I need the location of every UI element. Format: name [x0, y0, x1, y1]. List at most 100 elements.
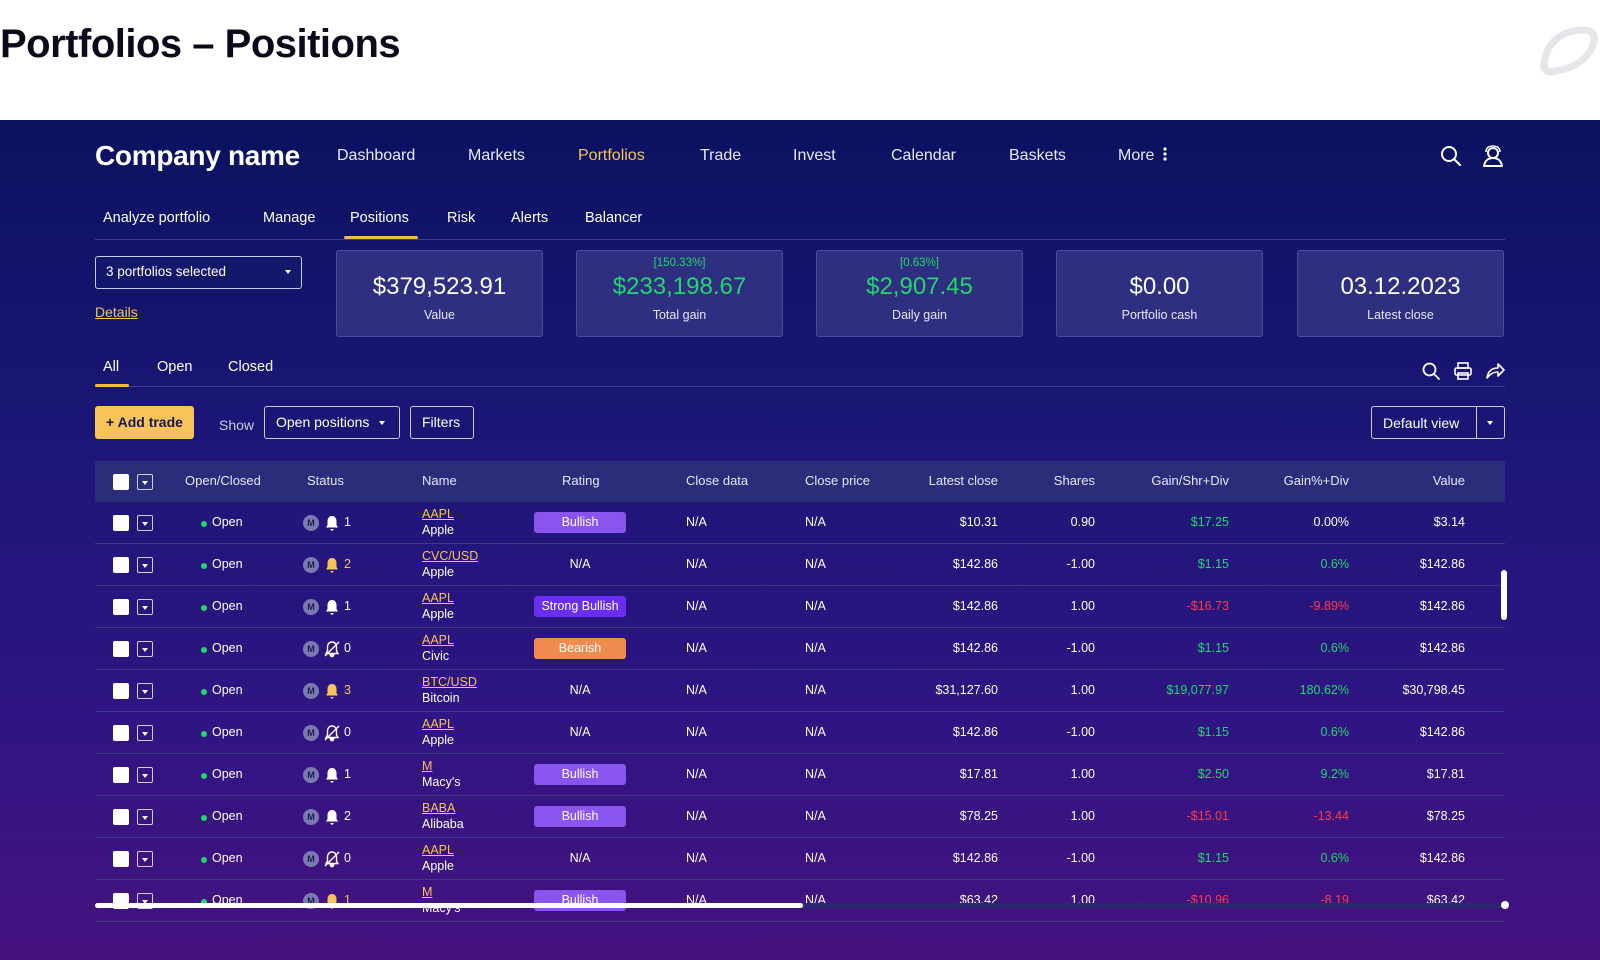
search-icon[interactable]	[1439, 144, 1463, 168]
horizontal-scrollbar[interactable]	[95, 903, 803, 908]
close-price: N/A	[805, 683, 826, 697]
filters-button[interactable]: Filters	[410, 406, 474, 439]
row-checkbox[interactable]	[113, 515, 129, 531]
portfolio-select[interactable]: 3 portfolios selected	[95, 256, 302, 289]
table-row[interactable]: Open M 0 AAPL Apple N/A N/A N/A $142.86 -1.00 $1.1…	[95, 712, 1505, 754]
row-checkbox[interactable]	[113, 767, 129, 783]
tab-open[interactable]: Open	[157, 359, 193, 375]
table-row[interactable]: Open M 2 CVC/USD Apple N/A N/A N/A $142.86 -1.00 $…	[95, 544, 1505, 586]
table-row[interactable]: Open M 1 AAPL Apple Strong Bullish N/A N/A $142.…	[95, 586, 1505, 628]
table-row[interactable]: Open M 1 AAPL Apple Bullish N/A N/A $10.31 0.90 $1…	[95, 502, 1505, 544]
nav-item-baskets[interactable]: Baskets	[1009, 147, 1066, 164]
nav-item-invest[interactable]: Invest	[793, 147, 836, 164]
ticker-link[interactable]: BABA	[422, 801, 456, 815]
show-positions-select[interactable]: Open positions	[264, 406, 400, 439]
manual-badge: M	[303, 641, 319, 657]
ticker-link[interactable]: M	[422, 885, 433, 899]
bell-icon[interactable]	[323, 682, 341, 700]
bell-off-icon[interactable]	[323, 850, 341, 868]
filter-tabs: All Open Closed	[95, 355, 1505, 387]
col-header-rating[interactable]: Rating	[562, 473, 600, 488]
row-actions-dropdown[interactable]	[137, 641, 153, 657]
row-actions-dropdown[interactable]	[137, 809, 153, 825]
ticker-link[interactable]: AAPL	[422, 507, 454, 521]
chevron-down-icon[interactable]	[1487, 421, 1493, 425]
bell-icon[interactable]	[323, 766, 341, 784]
ticker-link[interactable]: M	[422, 759, 433, 773]
col-header-gain-pct-div[interactable]: Gain%+Div	[1283, 473, 1349, 488]
nav-item-trade[interactable]: Trade	[700, 147, 742, 164]
row-checkbox[interactable]	[113, 557, 129, 573]
col-header-close-price[interactable]: Close price	[805, 473, 871, 488]
row-actions-dropdown[interactable]	[137, 767, 153, 783]
tab-analyze-portfolio[interactable]: Analyze portfolio	[103, 210, 211, 226]
row-checkbox[interactable]	[113, 641, 129, 657]
row-checkbox[interactable]	[113, 683, 129, 699]
table-row[interactable]: Open M 0 AAPL Apple N/A N/A N/A $142.86 -1.00 $1.1…	[95, 838, 1505, 880]
stat-label: Total gain	[652, 308, 707, 322]
add-trade-button[interactable]: + Add trade	[95, 406, 194, 439]
ticker-link[interactable]: BTC/USD	[422, 675, 477, 689]
col-header-open-closed[interactable]: Open/Closed	[185, 473, 261, 488]
tab-alerts[interactable]: Alerts	[511, 210, 549, 226]
col-header-name[interactable]: Name	[422, 473, 457, 488]
ticker-link[interactable]: AAPL	[422, 633, 454, 647]
table-row[interactable]: Open M 0 AAPL Civic Bearish N/A N/A $142.86 -1.00…	[95, 628, 1505, 670]
bell-off-icon[interactable]	[323, 724, 341, 742]
nav-item-markets[interactable]: Markets	[468, 147, 525, 164]
ticker-link[interactable]: CVC/USD	[422, 549, 479, 563]
details-link[interactable]: Details	[95, 304, 138, 320]
vertical-scrollbar[interactable]	[1501, 570, 1507, 620]
table-row[interactable]: Open M 1 M Macy's Bullish N/A N/A $63.42 1.00 -$10…	[95, 880, 1505, 922]
row-actions-dropdown[interactable]	[137, 851, 153, 867]
ticker-link[interactable]: AAPL	[422, 591, 454, 605]
bell-off-icon[interactable]	[323, 640, 341, 658]
close-data: N/A	[686, 809, 707, 823]
table-row[interactable]: Open M 2 BABA Alibaba Bullish N/A N/A $78.25 1.00…	[95, 796, 1505, 838]
bell-icon[interactable]	[323, 556, 341, 574]
user-icon[interactable]	[1481, 144, 1505, 168]
nav-item-portfolios[interactable]: Portfolios	[578, 147, 645, 164]
company-logo[interactable]: Company name	[95, 140, 300, 171]
bell-icon[interactable]	[323, 808, 341, 826]
row-actions-dropdown[interactable]	[137, 515, 153, 531]
row-checkbox[interactable]	[113, 725, 129, 741]
table-row[interactable]: Open M 1 M Macy's Bullish N/A N/A $17.81 1.00 $2.5…	[95, 754, 1505, 796]
nav-item-more[interactable]: More	[1118, 147, 1168, 165]
table-row[interactable]: Open M 3 BTC/USD Bitcoin N/A N/A N/A $31,127.60 1…	[95, 670, 1505, 712]
tab-risk[interactable]: Risk	[447, 210, 476, 226]
bell-icon[interactable]	[323, 598, 341, 616]
row-checkbox[interactable]	[113, 809, 129, 825]
row-checkbox[interactable]	[113, 851, 129, 867]
nav-item-dashboard[interactable]: Dashboard	[337, 147, 416, 164]
tab-positions[interactable]: Positions	[350, 210, 409, 226]
row-checkbox[interactable]	[113, 599, 129, 615]
ticker-link[interactable]: AAPL	[422, 843, 454, 857]
col-header-latest-close[interactable]: Latest close	[928, 473, 998, 488]
row-actions-dropdown[interactable]	[137, 683, 153, 699]
latest-close: $142.86	[952, 851, 998, 865]
row-actions-dropdown[interactable]	[137, 725, 153, 741]
col-header-shares[interactable]: Shares	[1053, 473, 1095, 488]
row-actions-dropdown[interactable]	[137, 893, 153, 909]
print-icon[interactable]	[1453, 361, 1473, 381]
tab-balancer[interactable]: Balancer	[585, 210, 643, 226]
col-header-value[interactable]: Value	[1432, 473, 1465, 488]
row-actions-dropdown[interactable]	[137, 557, 153, 573]
nav-item-calendar[interactable]: Calendar	[891, 147, 956, 164]
select-all-dropdown[interactable]	[137, 474, 153, 490]
search-icon[interactable]	[1421, 361, 1441, 381]
select-all-checkbox[interactable]	[113, 474, 129, 490]
default-view-button[interactable]: Default view	[1383, 415, 1460, 431]
tab-closed[interactable]: Closed	[228, 359, 274, 375]
ticker-link[interactable]: AAPL	[422, 717, 454, 731]
tab-manage[interactable]: Manage	[263, 210, 316, 226]
col-header-status[interactable]: Status	[307, 473, 344, 488]
company-name: Civic	[422, 649, 450, 663]
row-actions-dropdown[interactable]	[137, 599, 153, 615]
bell-icon[interactable]	[323, 514, 341, 532]
share-icon[interactable]	[1485, 361, 1505, 381]
col-header-close-data[interactable]: Close data	[686, 473, 749, 488]
tab-all[interactable]: All	[103, 359, 120, 375]
col-header-gain-shr-div[interactable]: Gain/Shr+Div	[1151, 473, 1229, 488]
